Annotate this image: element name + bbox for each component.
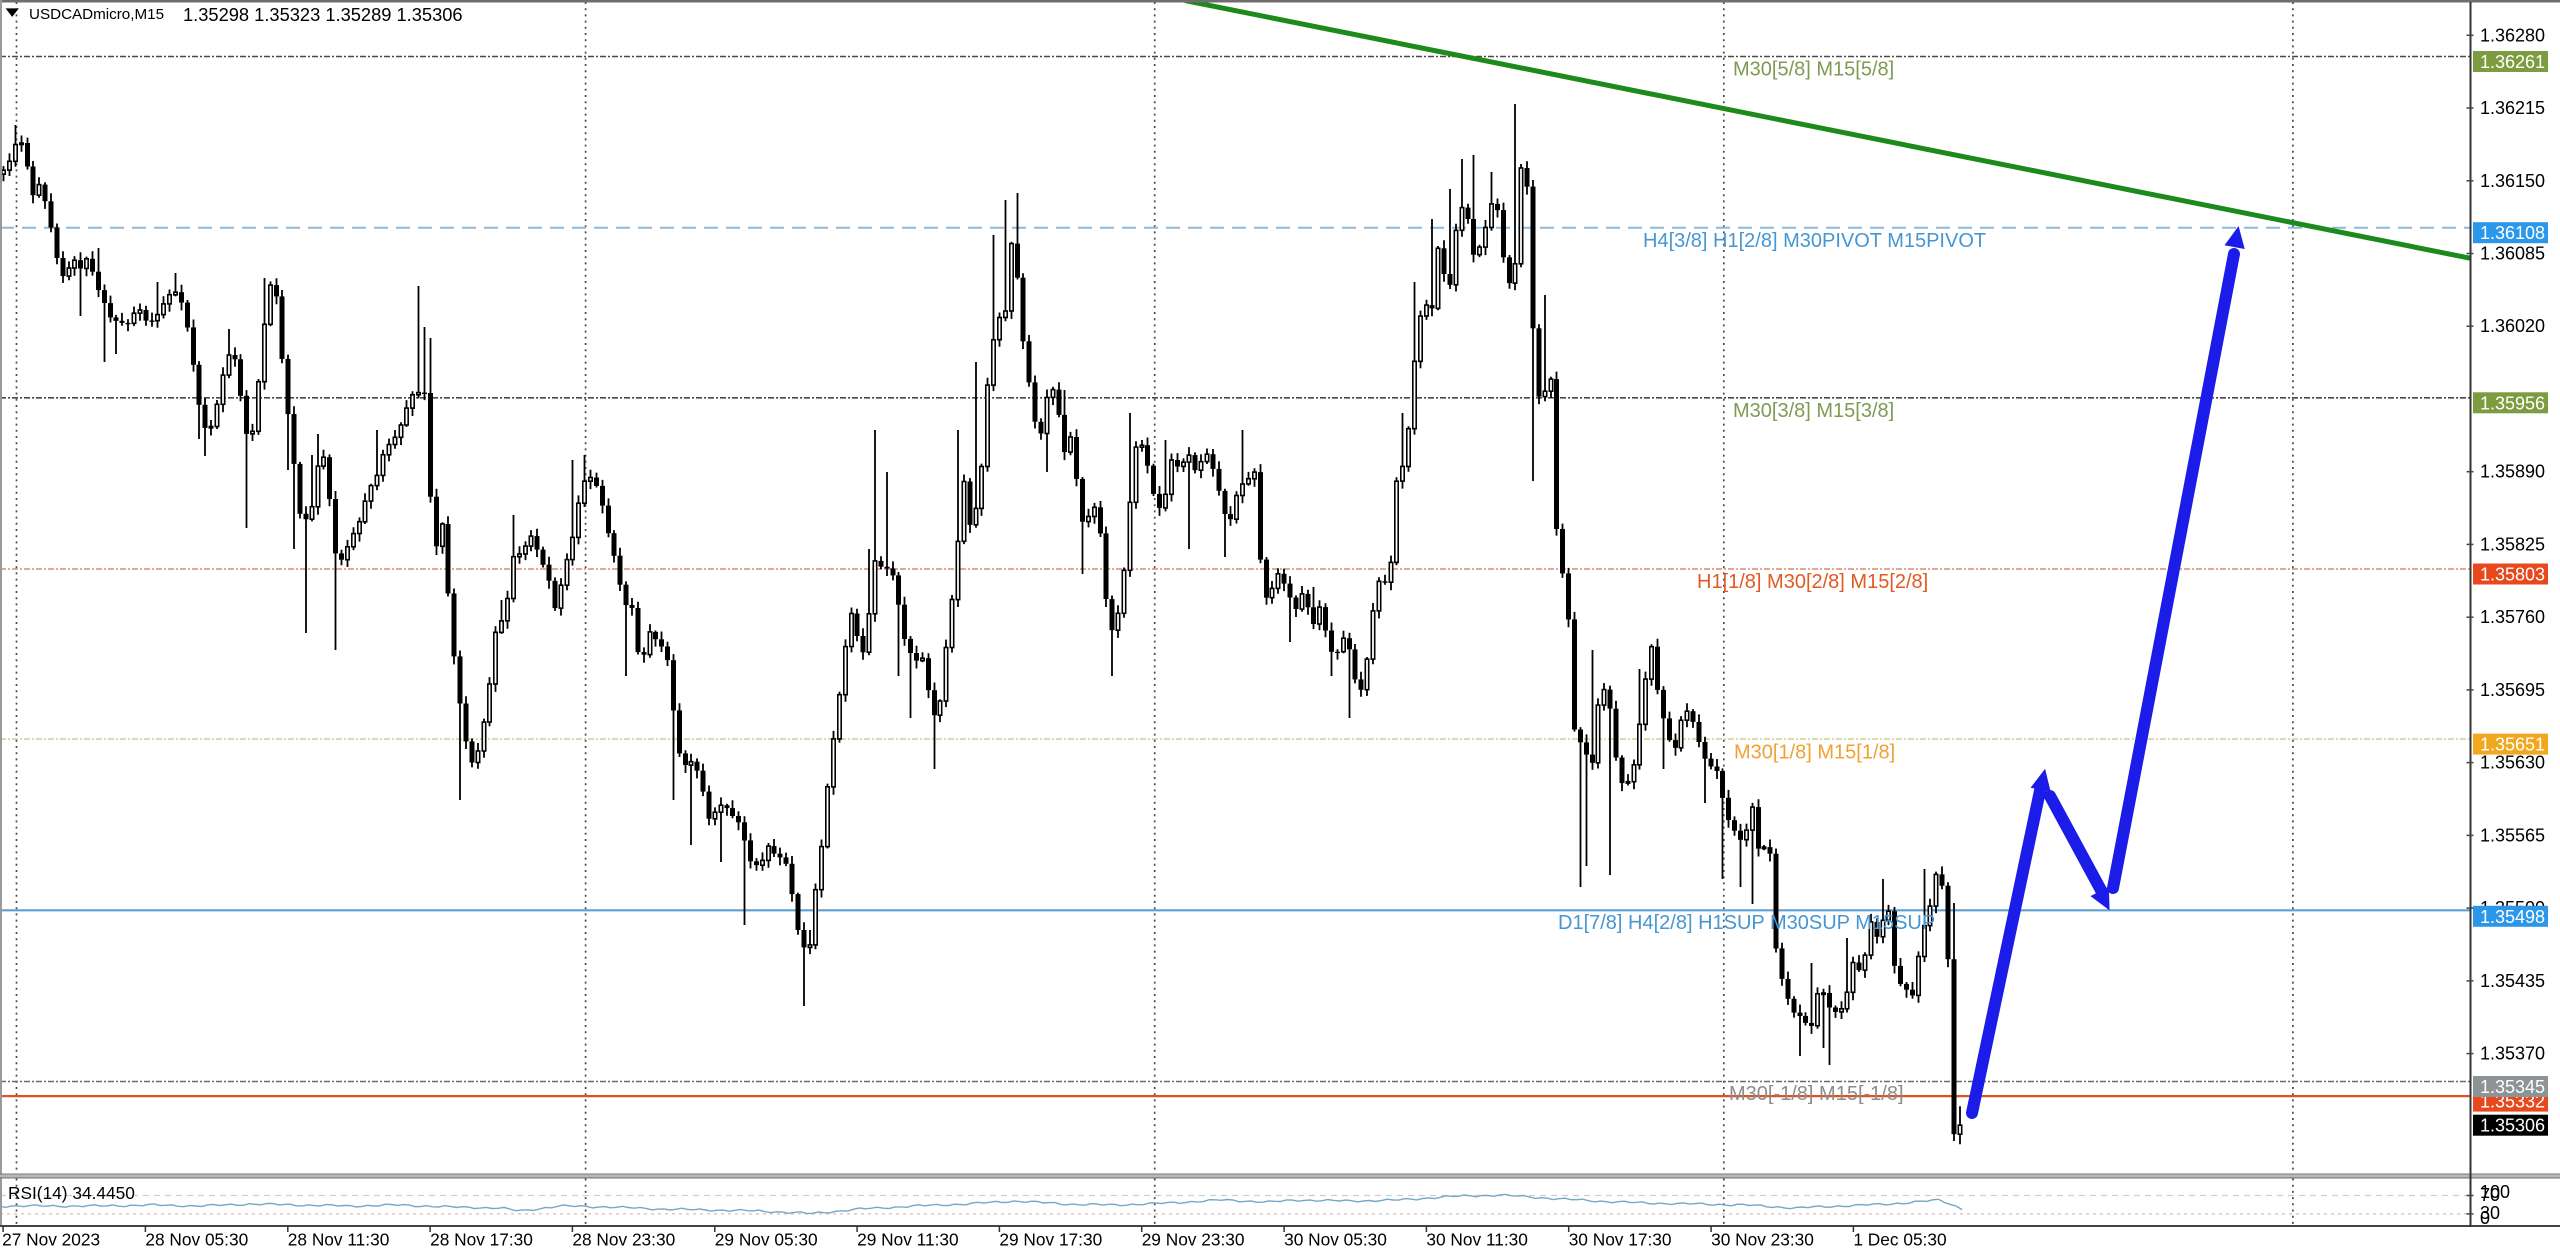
svg-text:30 Nov 11:30: 30 Nov 11:30 [1426, 1230, 1528, 1250]
svg-text:1.35298 1.35323 1.35289 1.3530: 1.35298 1.35323 1.35289 1.35306 [183, 4, 463, 25]
svg-text:1.36215: 1.36215 [2480, 98, 2545, 118]
svg-text:30 Nov 23:30: 30 Nov 23:30 [1711, 1230, 1814, 1250]
svg-text:M30[-1/8] M15[-1/8]: M30[-1/8] M15[-1/8] [1729, 1083, 1904, 1105]
svg-text:D1[7/8] H4[2/8] H1SUP M30SUP M: D1[7/8] H4[2/8] H1SUP M30SUP M15SUP [1558, 912, 1935, 934]
svg-text:1 Dec 05:30: 1 Dec 05:30 [1853, 1230, 1946, 1250]
svg-text:1.36108: 1.36108 [2480, 223, 2545, 243]
svg-text:30: 30 [2480, 1203, 2500, 1223]
svg-text:0: 0 [2480, 1208, 2490, 1228]
svg-text:1.35498: 1.35498 [2480, 907, 2545, 927]
svg-text:29 Nov 05:30: 29 Nov 05:30 [715, 1230, 818, 1250]
svg-text:30 Nov 05:30: 30 Nov 05:30 [1284, 1230, 1387, 1250]
svg-text:100: 100 [2480, 1182, 2510, 1202]
svg-text:1.35370: 1.35370 [2480, 1044, 2545, 1064]
svg-text:M30[3/8] M15[3/8]: M30[3/8] M15[3/8] [1733, 400, 1894, 422]
svg-text:M30[5/8] M15[5/8]: M30[5/8] M15[5/8] [1733, 59, 1894, 81]
svg-text:28 Nov 11:30: 28 Nov 11:30 [288, 1230, 390, 1250]
svg-text:1.35760: 1.35760 [2480, 607, 2545, 627]
svg-text:USDCADmicro,M15: USDCADmicro,M15 [29, 6, 164, 23]
svg-text:1.35435: 1.35435 [2480, 971, 2545, 991]
svg-text:1.35630: 1.35630 [2480, 753, 2545, 773]
svg-text:1.35825: 1.35825 [2480, 534, 2545, 554]
svg-text:H1[1/8] M30[2/8] M15[2/8]: H1[1/8] M30[2/8] M15[2/8] [1697, 571, 1928, 593]
svg-text:29 Nov 17:30: 29 Nov 17:30 [999, 1230, 1102, 1250]
svg-text:1.35565: 1.35565 [2480, 825, 2545, 845]
svg-text:1.35956: 1.35956 [2480, 393, 2545, 413]
svg-text:28 Nov 17:30: 28 Nov 17:30 [430, 1230, 533, 1250]
svg-text:1.36150: 1.36150 [2480, 171, 2545, 191]
svg-text:27 Nov 2023: 27 Nov 2023 [2, 1230, 100, 1250]
svg-text:1.36085: 1.36085 [2480, 244, 2545, 264]
svg-text:30 Nov 17:30: 30 Nov 17:30 [1569, 1230, 1672, 1250]
svg-text:1.36261: 1.36261 [2480, 52, 2545, 72]
svg-text:28 Nov 23:30: 28 Nov 23:30 [572, 1230, 675, 1250]
svg-text:1.35695: 1.35695 [2480, 680, 2545, 700]
svg-text:1.35345: 1.35345 [2480, 1077, 2545, 1097]
svg-text:1.35890: 1.35890 [2480, 462, 2545, 482]
svg-text:29 Nov 23:30: 29 Nov 23:30 [1142, 1230, 1245, 1250]
svg-text:RSI(14) 34.4450: RSI(14) 34.4450 [8, 1183, 135, 1203]
svg-text:1.35651: 1.35651 [2480, 735, 2545, 755]
svg-text:1.36280: 1.36280 [2480, 25, 2545, 45]
svg-text:1.36020: 1.36020 [2480, 316, 2545, 336]
svg-text:70: 70 [2480, 1185, 2500, 1205]
svg-text:1.35306: 1.35306 [2480, 1116, 2545, 1136]
svg-text:H4[3/8] H1[2/8] M30PIVOT M15PI: H4[3/8] H1[2/8] M30PIVOT M15PIVOT [1643, 230, 1986, 252]
svg-text:M30[1/8] M15[1/8]: M30[1/8] M15[1/8] [1734, 742, 1895, 764]
svg-text:28 Nov 05:30: 28 Nov 05:30 [145, 1230, 248, 1250]
svg-text:29 Nov 11:30: 29 Nov 11:30 [857, 1230, 959, 1250]
svg-text:1.35803: 1.35803 [2480, 565, 2545, 585]
